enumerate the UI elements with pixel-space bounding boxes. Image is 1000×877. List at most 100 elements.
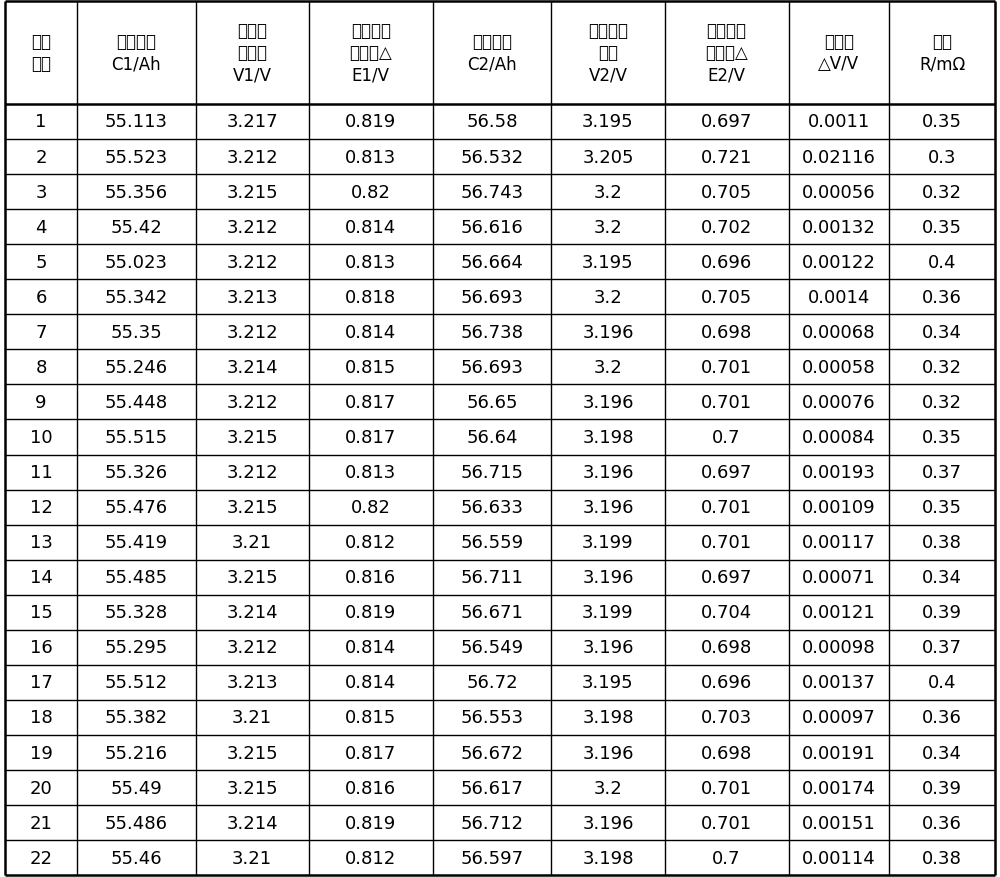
Text: 55.46: 55.46 <box>110 849 162 866</box>
Text: 3.212: 3.212 <box>226 324 278 341</box>
Text: 0.697: 0.697 <box>701 464 752 481</box>
Text: 56.743: 56.743 <box>460 183 524 202</box>
Text: 0.36: 0.36 <box>922 289 962 306</box>
Text: 3.196: 3.196 <box>582 394 634 411</box>
Text: 3.2: 3.2 <box>594 218 622 237</box>
Text: 16: 16 <box>30 638 52 657</box>
Text: 55.023: 55.023 <box>105 253 168 271</box>
Text: 0.00117: 0.00117 <box>802 533 876 552</box>
Text: 0.702: 0.702 <box>701 218 752 237</box>
Text: 55.523: 55.523 <box>105 148 168 167</box>
Text: 0.36: 0.36 <box>922 709 962 727</box>
Text: 0.38: 0.38 <box>922 849 962 866</box>
Text: 55.419: 55.419 <box>105 533 168 552</box>
Text: 电池
编号: 电池 编号 <box>31 33 51 74</box>
Text: 0.698: 0.698 <box>701 744 752 761</box>
Text: 55.448: 55.448 <box>105 394 168 411</box>
Text: 0.00191: 0.00191 <box>802 744 876 761</box>
Text: 56.712: 56.712 <box>461 814 524 831</box>
Text: 放电中值
电压
V2/V: 放电中值 电压 V2/V <box>588 22 628 84</box>
Text: 55.113: 55.113 <box>105 113 168 132</box>
Text: 3.217: 3.217 <box>226 113 278 132</box>
Text: 0.39: 0.39 <box>922 779 962 796</box>
Text: 0.00151: 0.00151 <box>802 814 876 831</box>
Text: 0.814: 0.814 <box>345 638 396 657</box>
Text: 0.35: 0.35 <box>922 218 962 237</box>
Text: 0.4: 0.4 <box>928 674 956 692</box>
Text: 0.00084: 0.00084 <box>802 429 876 446</box>
Text: 0.697: 0.697 <box>701 113 752 132</box>
Text: 56.711: 56.711 <box>461 568 523 587</box>
Text: 56.693: 56.693 <box>461 289 524 306</box>
Text: 0.82: 0.82 <box>351 498 391 517</box>
Text: 0.0014: 0.0014 <box>808 289 870 306</box>
Text: 3.196: 3.196 <box>582 638 634 657</box>
Text: 0.32: 0.32 <box>922 394 962 411</box>
Text: 56.693: 56.693 <box>461 359 524 376</box>
Text: 0.816: 0.816 <box>345 568 396 587</box>
Text: 0.705: 0.705 <box>701 289 752 306</box>
Text: 56.553: 56.553 <box>460 709 524 727</box>
Text: 55.326: 55.326 <box>105 464 168 481</box>
Text: 0.721: 0.721 <box>701 148 752 167</box>
Text: 3.205: 3.205 <box>582 148 634 167</box>
Text: 56.715: 56.715 <box>461 464 524 481</box>
Text: 55.246: 55.246 <box>105 359 168 376</box>
Text: 9: 9 <box>35 394 47 411</box>
Text: 0.34: 0.34 <box>922 744 962 761</box>
Text: 0.00174: 0.00174 <box>802 779 876 796</box>
Text: 0.701: 0.701 <box>701 498 752 517</box>
Text: 3.214: 3.214 <box>226 814 278 831</box>
Text: 56.64: 56.64 <box>466 429 518 446</box>
Text: 55.356: 55.356 <box>105 183 168 202</box>
Text: 0.701: 0.701 <box>701 814 752 831</box>
Text: 0.812: 0.812 <box>345 533 396 552</box>
Text: 0.701: 0.701 <box>701 779 752 796</box>
Text: 0.816: 0.816 <box>345 779 396 796</box>
Text: 3: 3 <box>35 183 47 202</box>
Text: 3.2: 3.2 <box>594 359 622 376</box>
Text: 6: 6 <box>35 289 47 306</box>
Text: 56.617: 56.617 <box>461 779 523 796</box>
Text: 8: 8 <box>35 359 47 376</box>
Text: 56.672: 56.672 <box>461 744 524 761</box>
Text: 0.7: 0.7 <box>712 429 741 446</box>
Text: 3.21: 3.21 <box>232 709 272 727</box>
Text: 19: 19 <box>30 744 52 761</box>
Text: 0.32: 0.32 <box>922 183 962 202</box>
Text: 0.3: 0.3 <box>928 148 956 167</box>
Text: 3.196: 3.196 <box>582 568 634 587</box>
Text: 3.2: 3.2 <box>594 779 622 796</box>
Text: 0.37: 0.37 <box>922 638 962 657</box>
Text: 0.00132: 0.00132 <box>802 218 876 237</box>
Text: 第一电压
变化值△
E1/V: 第一电压 变化值△ E1/V <box>349 22 392 84</box>
Text: 3.21: 3.21 <box>232 533 272 552</box>
Text: 17: 17 <box>30 674 52 692</box>
Text: 0.814: 0.814 <box>345 674 396 692</box>
Text: 0.814: 0.814 <box>345 324 396 341</box>
Text: 第二电压
变化值△
E2/V: 第二电压 变化值△ E2/V <box>705 22 748 84</box>
Text: 0.703: 0.703 <box>701 709 752 727</box>
Text: 3.2: 3.2 <box>594 183 622 202</box>
Text: 0.0011: 0.0011 <box>808 113 870 132</box>
Text: 0.701: 0.701 <box>701 394 752 411</box>
Text: 0.815: 0.815 <box>345 359 396 376</box>
Text: 55.382: 55.382 <box>105 709 168 727</box>
Text: 20: 20 <box>30 779 52 796</box>
Text: 56.65: 56.65 <box>466 394 518 411</box>
Text: 56.532: 56.532 <box>460 148 524 167</box>
Text: 0.819: 0.819 <box>345 113 396 132</box>
Text: 2: 2 <box>35 148 47 167</box>
Text: 0.32: 0.32 <box>922 359 962 376</box>
Text: 0.817: 0.817 <box>345 744 396 761</box>
Text: 3.213: 3.213 <box>226 289 278 306</box>
Text: 0.696: 0.696 <box>701 253 752 271</box>
Text: 56.671: 56.671 <box>461 603 523 622</box>
Text: 3.198: 3.198 <box>582 709 634 727</box>
Text: 3.215: 3.215 <box>226 568 278 587</box>
Text: 0.701: 0.701 <box>701 359 752 376</box>
Text: 4: 4 <box>35 218 47 237</box>
Text: 55.216: 55.216 <box>105 744 168 761</box>
Text: 3.212: 3.212 <box>226 218 278 237</box>
Text: 0.37: 0.37 <box>922 464 962 481</box>
